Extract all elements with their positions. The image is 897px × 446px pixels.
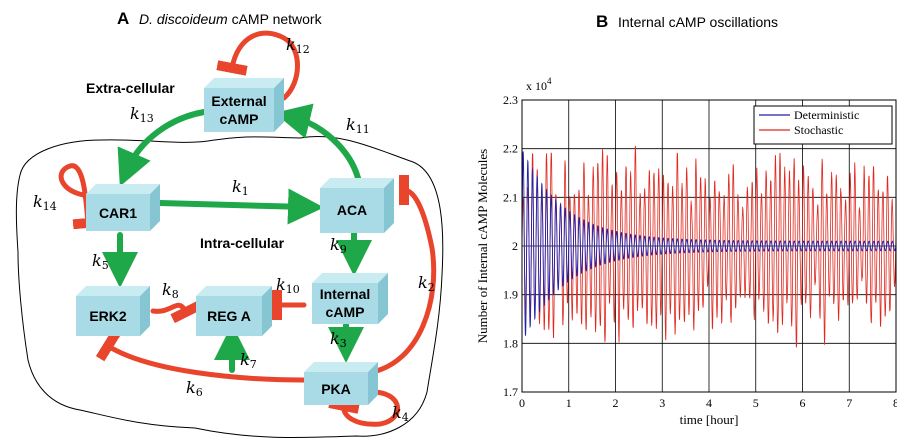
rate-label-k12: k12 <box>286 35 310 56</box>
arrow-k13 <box>117 109 207 187</box>
rate-label-k10: k10 <box>276 275 300 296</box>
svg-text:CAR1: CAR1 <box>99 205 137 221</box>
rate-label-k7: k7 <box>240 350 257 371</box>
rate-label-k2: k2 <box>418 273 435 294</box>
plot-frame <box>521 99 897 393</box>
inhibition-k2 <box>369 174 437 375</box>
node-pka: PKA <box>304 362 378 405</box>
svg-text:Internal: Internal <box>320 286 371 302</box>
arrow-k11 <box>274 103 361 181</box>
svg-text:cAMP: cAMP <box>220 111 259 127</box>
y-tick-label: 2.3 <box>503 93 518 107</box>
node-external-camp: External cAMP <box>204 78 284 132</box>
rate-label-k1: k1 <box>232 177 249 198</box>
rate-label-k3: k3 <box>330 329 347 350</box>
svg-text:REG A: REG A <box>207 308 251 324</box>
inhibition-k12 <box>216 30 300 101</box>
svg-text:ACA: ACA <box>337 202 367 218</box>
region-intracellular-label: Intra-cellular <box>200 235 285 251</box>
cell-membrane <box>15 136 444 439</box>
inhibition-k6 <box>95 330 307 383</box>
panel-a: A D. discoideum cAMP network Extra-cellu… <box>15 9 444 439</box>
panel-b: B Internal cAMP oscillations 0 1 2 3 4 5 6 7 8 1.… <box>475 12 897 427</box>
inhibition-k8 <box>150 300 202 324</box>
x-tick-label: 7 <box>846 396 852 410</box>
x-tick-label: 2 <box>613 396 619 410</box>
svg-text:ERK2: ERK2 <box>89 308 127 324</box>
y-axis-label: Number of Internal cAMP Molecules <box>475 149 490 343</box>
node-erk2: ERK2 <box>76 286 150 336</box>
rate-label-k8: k8 <box>162 280 179 301</box>
rate-label-k4: k4 <box>392 403 409 424</box>
y-tick-label: 1.9 <box>503 288 518 302</box>
rate-label-k13: k13 <box>130 104 154 125</box>
node-aca: ACA <box>320 178 394 233</box>
region-extracellular-label: Extra-cellular <box>86 80 175 96</box>
x-tick-label: 3 <box>659 396 665 410</box>
y-tick-label: 2.2 <box>503 142 518 156</box>
rate-label-k11: k11 <box>346 115 370 136</box>
x-tick-label: 6 <box>800 396 806 410</box>
y-tick-label: 1.7 <box>503 385 518 399</box>
panel-b-letter: B <box>596 12 608 31</box>
y-multiplier-label: x 104 <box>526 76 552 93</box>
inhibition-k14 <box>58 163 104 230</box>
y-tick-label: 2.1 <box>503 190 518 204</box>
svg-text:External: External <box>211 93 266 109</box>
panel-b-title: Internal cAMP oscillations <box>618 14 778 30</box>
inhibition-k4 <box>328 389 400 427</box>
x-tick-label: 8 <box>893 396 897 410</box>
series-line-stochastic <box>522 145 896 348</box>
node-car1: CAR1 <box>86 184 160 231</box>
panel-a-title: D. discoideum cAMP network <box>139 11 323 27</box>
legend-entry-deterministic: Deterministic <box>794 108 859 122</box>
oscillation-chart: 0 1 2 3 4 5 6 7 8 1.7 1.8 1.9 2 2.1 2.2 2.3 x 104 time … <box>475 76 897 427</box>
x-tick-label: 1 <box>566 396 572 410</box>
node-reg-a: REG A <box>196 286 272 336</box>
series-line-deterministic <box>522 151 896 336</box>
rate-label-k5: k5 <box>92 251 109 272</box>
svg-text:cAMP: cAMP <box>326 304 365 320</box>
arrow-k1 <box>157 188 324 225</box>
node-internal-camp: Internal cAMP <box>312 273 388 324</box>
rate-label-k9: k9 <box>330 235 347 256</box>
y-tick-label: 2 <box>512 239 518 253</box>
svg-text:PKA: PKA <box>321 381 351 397</box>
rate-label-k14: k14 <box>33 192 57 213</box>
x-axis-label: time [hour] <box>680 412 739 427</box>
panel-a-letter: A <box>117 9 129 28</box>
x-tick-label: 4 <box>706 396 712 410</box>
legend-entry-stochastic: Stochastic <box>794 123 843 137</box>
x-tick-label: 5 <box>753 396 759 410</box>
rate-label-k6: k6 <box>186 378 203 399</box>
x-tick-label: 0 <box>519 396 525 410</box>
legend: Deterministic Stochastic <box>753 105 893 145</box>
y-tick-label: 1.8 <box>503 336 518 350</box>
